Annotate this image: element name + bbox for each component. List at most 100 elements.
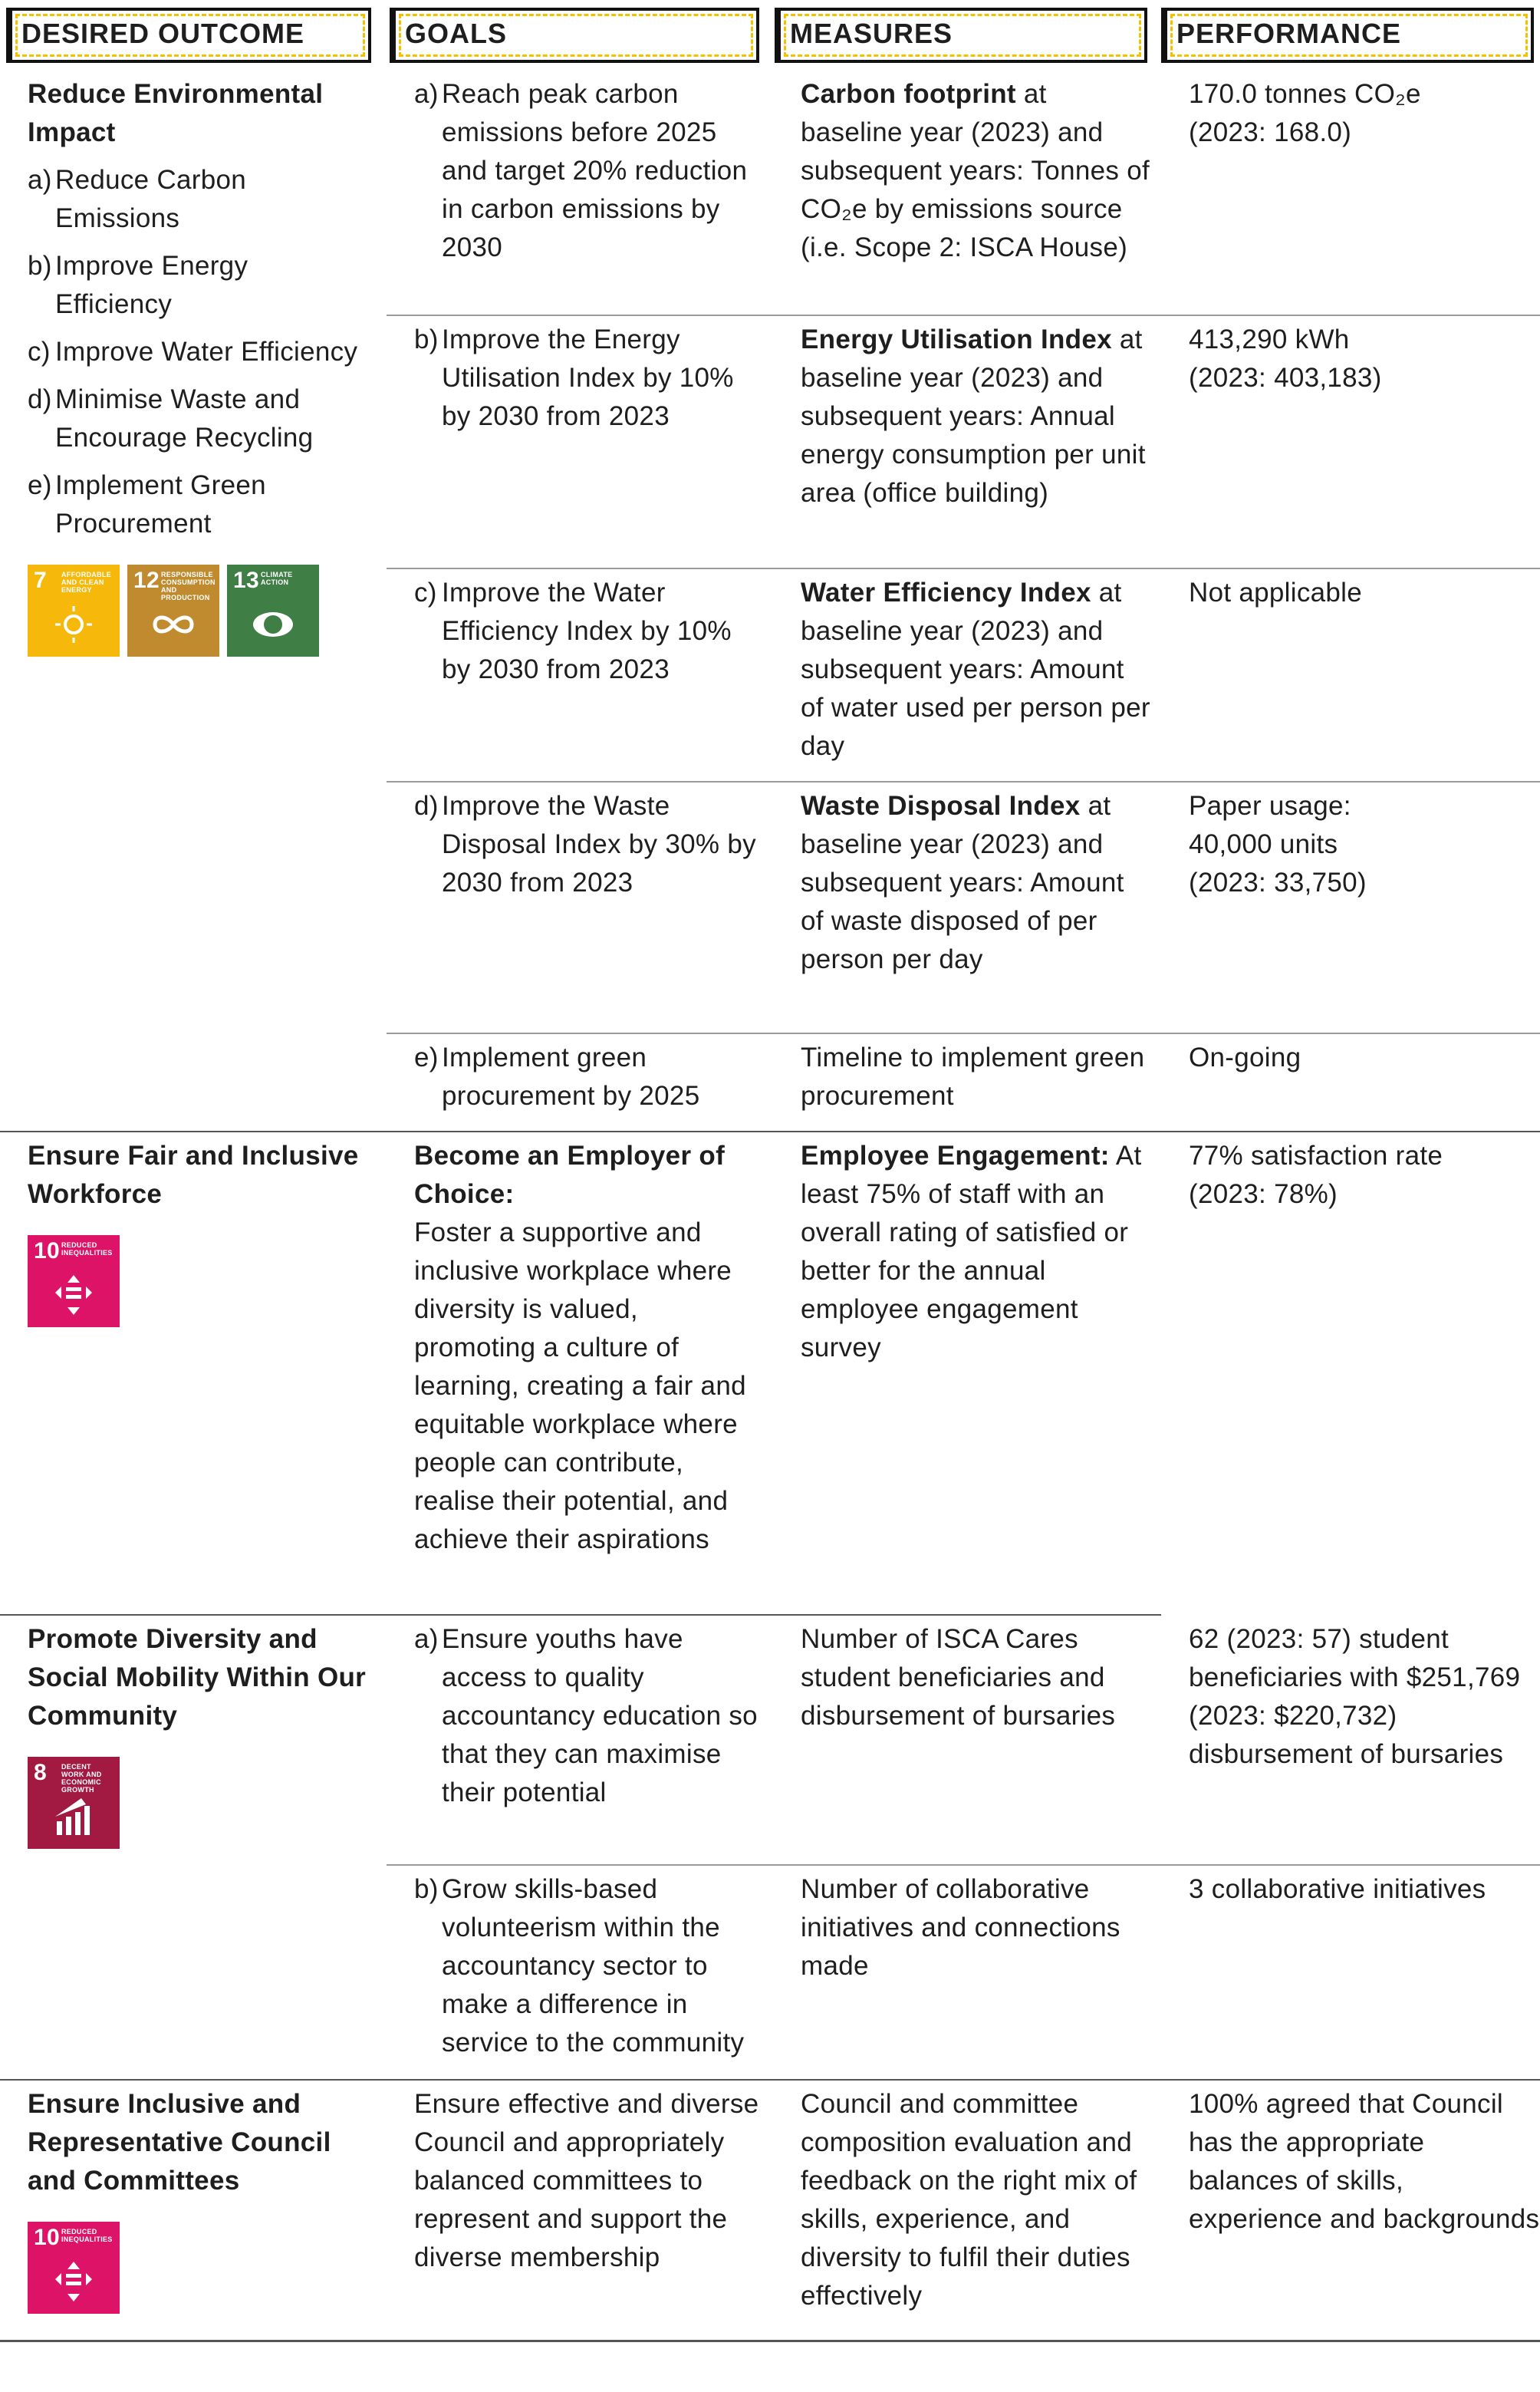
performance-cell: 77% satisfaction rate (2023: 78%) [1189, 1131, 1540, 1614]
outcome-cell: Promote Diversity and Social Mobility Wi… [28, 1614, 371, 2079]
goal-marker: c) [414, 578, 437, 608]
performance-text: 62 (2023: 57) student beneficiaries with… [1189, 1624, 1521, 1769]
goal-text: Grow skills-based volunteerism within th… [442, 1874, 745, 2058]
sdg-number: 10 [34, 2225, 60, 2250]
goal-text: Improve the Water Efficiency Index by 10… [442, 578, 732, 684]
item-marker: a) [28, 165, 52, 195]
measure-text: Number of collaborative initiatives and … [801, 1874, 1120, 1981]
goal-marker: a) [414, 79, 439, 109]
rule-line [387, 568, 1540, 569]
goal-text: Ensure effective and diverse Council and… [414, 2089, 759, 2272]
goal-cell: e) Implement green procurement by 2025 [414, 1033, 759, 1131]
sdg-label: REDUCED INEQUALITIES [61, 1241, 113, 1257]
outcome-title: Promote Diversity and Social Mobility Wi… [28, 1624, 367, 1731]
header-cell: PERFORMANCE [1161, 8, 1534, 63]
measure-cell: Energy Utilisation Index at baseline yea… [801, 315, 1150, 568]
outcome-cell: Ensure Fair and Inclusive Workforce 10 RED… [28, 1131, 371, 1614]
measure-text: at baseline year (2023) and subsequent y… [801, 791, 1124, 974]
goal-text: Foster a supportive and inclusive workpl… [414, 1217, 746, 1554]
item-text: Improve Energy Efficiency [55, 251, 248, 319]
goal-cell: a) Reach peak carbon emissions before 202… [414, 69, 759, 315]
goal-item: e) Implement green procurement by 2025 [414, 1039, 759, 1115]
performance-text: Paper usage: [1189, 791, 1351, 821]
sdg-number: 7 [34, 568, 47, 593]
rule-line [387, 781, 1540, 783]
outcome-title: Ensure Fair and Inclusive Workforce [28, 1141, 359, 1209]
outcome-item: d) Minimise Waste and Encourage Recycling [28, 381, 371, 457]
measure-cell: Number of collaborative initiatives and … [801, 1864, 1150, 2079]
sdg-glyph [55, 1798, 90, 1835]
sdg-number: 13 [233, 568, 259, 593]
sdg-icons: 8 DECENT WORK AND ECONOMIC GROWTH [28, 1757, 371, 1849]
performance-text: 413,290 kWh [1189, 325, 1350, 354]
performance-text: 3 collaborative initiatives [1189, 1874, 1486, 1904]
sdg-label: DECENT WORK AND ECONOMIC GROWTH [61, 1763, 102, 1794]
sdg-icons: 10 REDUCED INEQUALITIES [28, 2222, 371, 2314]
measure-cell: Waste Disposal Index at baseline year (2… [801, 781, 1150, 1033]
measure-cell: Carbon footprint at baseline year (2023)… [801, 69, 1150, 315]
sdg-glyph [55, 1275, 92, 1315]
measure-text: Council and committee composition evalua… [801, 2089, 1137, 2311]
performance-text: (2023: 33,750) [1189, 868, 1367, 898]
sdg-icon: 10 REDUCED INEQUALITIES [28, 2222, 120, 2314]
sdg-label: REDUCED INEQUALITIES [61, 2228, 113, 2243]
performance-cell: On-going [1189, 1033, 1540, 1131]
sdg-number: 10 [34, 1238, 60, 1264]
outcome-item: b) Improve Energy Efficiency [28, 247, 371, 324]
goal-item: b) Grow skills-based volunteerism within … [414, 1870, 759, 2062]
measure-cell: Number of ISCA Cares student beneficiari… [801, 1614, 1150, 1864]
sdg-number: 12 [133, 568, 160, 593]
item-marker: d) [28, 384, 52, 414]
goal-cell: a) Ensure youths have access to quality a… [414, 1614, 759, 1864]
performance-text: 77% satisfaction rate [1189, 1141, 1443, 1171]
rule-line [387, 1033, 1540, 1034]
goal-heading: Become an Employer of Choice: [414, 1141, 726, 1209]
goal-item: a) Ensure youths have access to quality a… [414, 1620, 759, 1812]
goal-cell: d) Improve the Waste Disposal Index by 30… [414, 781, 759, 1033]
goal-marker: a) [414, 1624, 439, 1654]
sdg-icon: 7 AFFORDABLE AND CLEAN ENERGY [28, 565, 120, 657]
measure-text: at baseline year (2023) and subsequent y… [801, 325, 1146, 508]
measure-text: Timeline to implement green procurement [801, 1043, 1145, 1111]
sdg-glyph [55, 606, 92, 643]
measure-heading: Energy Utilisation Index [801, 325, 1112, 354]
measure-heading: Waste Disposal Index [801, 791, 1081, 821]
performance-cell: Not applicable [1189, 568, 1540, 781]
outcome-title: Ensure Inclusive and Representative Coun… [28, 2089, 331, 2196]
performance-text: (2023: 78%) [1189, 1179, 1338, 1209]
header-cell: MEASURES [775, 8, 1147, 63]
item-text: Improve Water Efficiency [55, 337, 358, 367]
rule-line [0, 1131, 1540, 1132]
performance-text: (2023: 403,183) [1189, 363, 1382, 393]
goal-cell: c) Improve the Water Efficiency Index by … [414, 568, 759, 781]
measure-text: At least 75% of staff with an overall ra… [801, 1141, 1142, 1362]
performance-text: Not applicable [1189, 578, 1363, 608]
performance-text: 170.0 tonnes CO₂e [1189, 79, 1421, 109]
goal-item: a) Reach peak carbon emissions before 202… [414, 75, 759, 267]
goal-cell: Become an Employer of Choice: Foster a su… [414, 1131, 759, 1614]
outcome-cell: Ensure Inclusive and Representative Coun… [28, 2079, 371, 2340]
item-marker: c) [28, 337, 51, 367]
item-text: Reduce Carbon Emissions [55, 165, 247, 233]
goal-cell: Ensure effective and diverse Council and… [414, 2079, 759, 2340]
sdg-icons: 10 REDUCED INEQUALITIES [28, 1235, 371, 1327]
measure-text: Number of ISCA Cares student beneficiari… [801, 1624, 1116, 1731]
rule-line [0, 2340, 1540, 2342]
rule-line [387, 1864, 1540, 1866]
performance-text: On-going [1189, 1043, 1301, 1072]
goal-cell: b) Improve the Energy Utilisation Index b… [414, 315, 759, 568]
performance-cell: 62 (2023: 57) student beneficiaries with… [1189, 1614, 1540, 1864]
item-text: Implement Green Procurement [55, 470, 266, 539]
sdg-glyph [253, 612, 293, 637]
performance-cell: Paper usage: 40,000 units (2023: 33,750) [1189, 781, 1540, 1033]
goal-item: c) Improve the Water Efficiency Index by … [414, 574, 759, 689]
performance-text: 40,000 units [1189, 829, 1338, 859]
goal-text: Reach peak carbon emissions before 2025 … [442, 79, 748, 262]
sdg-glyph [55, 2262, 92, 2301]
performance-cell: 100% agreed that Council has the appropr… [1189, 2079, 1540, 2340]
item-marker: e) [28, 470, 52, 500]
sdg-icons: 7 AFFORDABLE AND CLEAN ENERGY 12 RESPONSIBL… [28, 565, 371, 657]
goal-text: Implement green procurement by 2025 [442, 1043, 700, 1111]
sdg-icon: 10 REDUCED INEQUALITIES [28, 1235, 120, 1327]
outcome-item: c) Improve Water Efficiency [28, 333, 371, 371]
